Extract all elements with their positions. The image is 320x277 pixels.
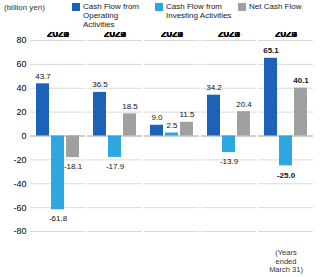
svg-text:-18.1: -18.1 [64,162,83,171]
svg-text:2022: 2022 [218,32,241,39]
svg-text:2020: 2020 [275,32,298,39]
svg-text:11.5: 11.5 [180,110,196,119]
svg-text:2021: 2021 [275,32,298,39]
svg-text:2022: 2022 [275,32,298,39]
html-text:Cash Flow from Investing Activ: Cash Flow from Investing Activities [166,2,232,21]
svg-text:2023: 2023 [275,32,298,39]
svg-text:2024: 2024 [275,32,298,39]
svg-text:2022: 2022 [47,32,70,39]
svg-text:-17.9: -17.9 [106,162,125,171]
svg-text:-13.9: -13.9 [220,157,239,166]
svg-text:2022: 2022 [161,32,184,39]
svg-text:2021: 2021 [218,32,241,39]
svg-text:20: 20 [16,107,26,117]
svg-text:-80: -80 [13,226,26,236]
svg-text:43.7: 43.7 [35,72,51,81]
svg-text:2021: 2021 [104,32,127,39]
svg-text:2020: 2020 [161,32,184,39]
svg-text:2020: 2020 [218,32,241,39]
svg-text:20.4: 20.4 [236,100,252,109]
svg-text:2024: 2024 [104,32,127,39]
svg-text:18.5: 18.5 [122,102,138,111]
html-text:Cash Flow from Operating Activ: Cash Flow from Operating Activities [83,2,139,30]
svg-text:2023: 2023 [218,32,241,39]
svg-text:2024: 2024 [47,32,70,39]
html-text:Net Cash Flow: Net Cash Flow [249,2,302,11]
html-text:(billion yen): (billion yen) [4,3,45,12]
svg-text:(YearsendedMarch 31): (YearsendedMarch 31) [269,248,303,273]
svg-text:65.1: 65.1 [263,46,279,55]
svg-text:36.5: 36.5 [92,80,108,89]
svg-text:2.5: 2.5 [166,121,178,130]
svg-text:34.2: 34.2 [206,83,222,92]
svg-text:2021: 2021 [47,32,70,39]
svg-text:40.1: 40.1 [293,76,309,85]
svg-text:2024: 2024 [161,32,184,39]
svg-text:-60: -60 [13,203,26,213]
svg-text:-20: -20 [13,155,26,165]
svg-text:0: 0 [21,131,26,141]
svg-text:-61.8: -61.8 [49,214,68,223]
svg-text:2023: 2023 [161,32,184,39]
svg-text:60: 60 [16,59,26,69]
svg-text:2023: 2023 [104,32,127,39]
svg-text:2022: 2022 [104,32,127,39]
svg-text:40: 40 [16,83,26,93]
svg-text:2020: 2020 [104,32,127,39]
svg-text:-40: -40 [13,179,26,189]
svg-text:2023: 2023 [47,32,70,39]
svg-text:9.0: 9.0 [151,113,163,122]
svg-text:2021: 2021 [161,32,184,39]
svg-text:-25.0: -25.0 [277,171,296,180]
svg-text:80: 80 [16,35,26,45]
svg-text:2020: 2020 [47,32,70,39]
svg-text:2024: 2024 [218,32,241,39]
